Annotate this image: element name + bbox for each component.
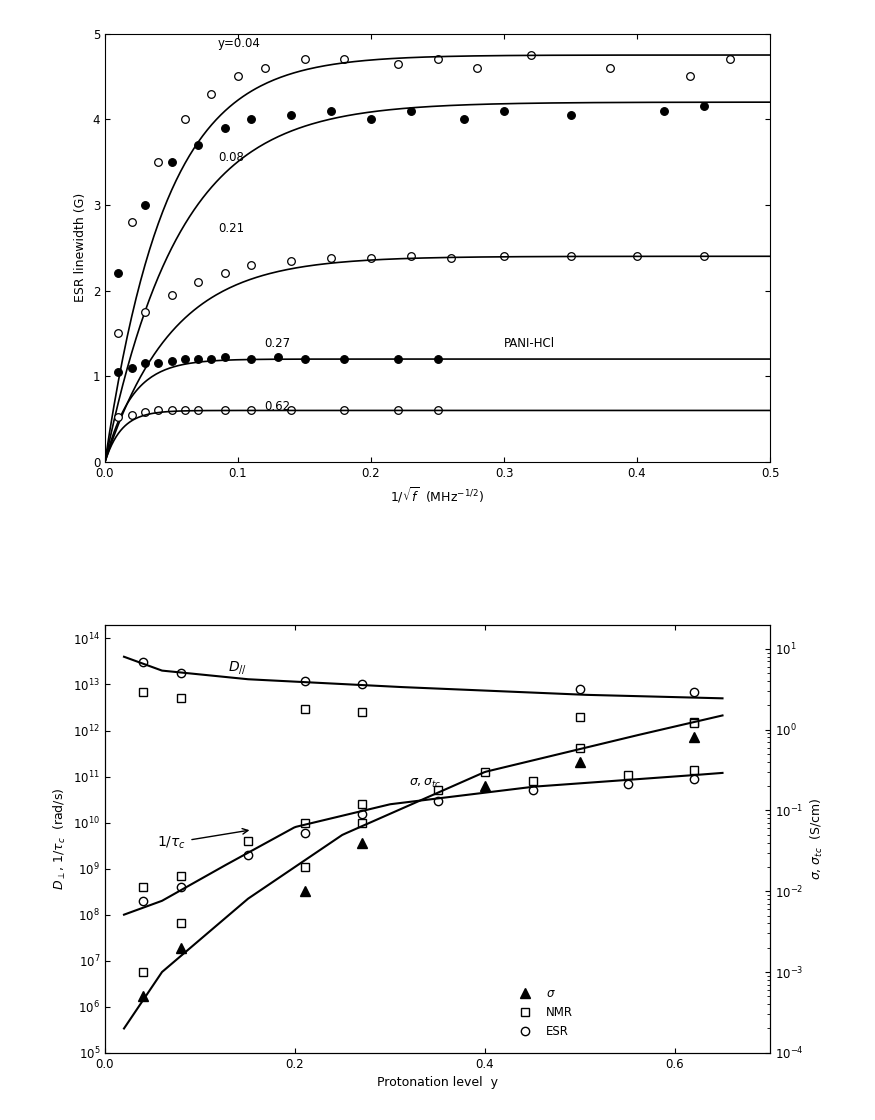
X-axis label: Protonation level  y: Protonation level y	[377, 1076, 498, 1090]
Text: 0.21: 0.21	[218, 223, 244, 235]
Y-axis label: ESR linewidth (G): ESR linewidth (G)	[74, 193, 88, 302]
Text: PANI-HCl: PANI-HCl	[504, 337, 555, 351]
Text: 0.62: 0.62	[264, 400, 290, 412]
Y-axis label: $D_{\perp}$, $1/\tau_c$  (rad/s): $D_{\perp}$, $1/\tau_c$ (rad/s)	[52, 787, 67, 890]
Text: 0.08: 0.08	[218, 151, 244, 165]
Legend: $\sigma$, NMR, ESR: $\sigma$, NMR, ESR	[508, 982, 578, 1043]
Text: $D_{//}$: $D_{//}$	[228, 659, 248, 676]
Text: $1/\tau_c$: $1/\tau_c$	[158, 829, 248, 851]
Text: y=0.04: y=0.04	[218, 37, 261, 50]
Text: 0.27: 0.27	[264, 337, 290, 351]
X-axis label: $1/\sqrt{f}$  (MHz$^{-1/2}$): $1/\sqrt{f}$ (MHz$^{-1/2}$)	[390, 485, 485, 505]
Y-axis label: $\sigma$, $\sigma_{tc}$  (S/cm): $\sigma$, $\sigma_{tc}$ (S/cm)	[809, 797, 825, 880]
Text: $\sigma, \sigma_{tc}$: $\sigma, \sigma_{tc}$	[409, 777, 441, 791]
